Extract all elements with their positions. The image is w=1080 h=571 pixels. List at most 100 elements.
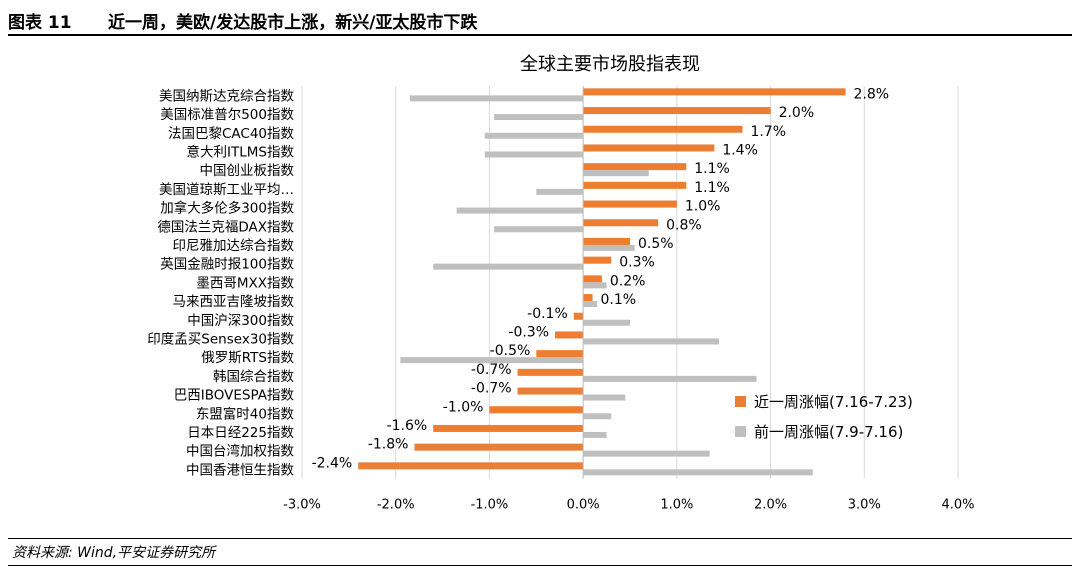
- bar-current-week: [583, 275, 602, 283]
- bar-previous-week: [536, 188, 584, 195]
- category-label: 俄罗斯RTS指数: [201, 350, 294, 366]
- data-label: 0.8%: [666, 217, 702, 233]
- bar-current-week: [517, 387, 584, 395]
- source-note: 资料来源: Wind,平安证券研究所: [12, 545, 216, 561]
- bar-current-week: [583, 237, 630, 245]
- bar-previous-week: [494, 114, 584, 121]
- category-label: 韩国综合指数: [213, 369, 294, 385]
- data-label: 0.3%: [619, 255, 655, 271]
- data-label: 2.8%: [854, 86, 890, 102]
- x-tick-label: 0.0%: [567, 498, 600, 513]
- bar-previous-week: [484, 151, 584, 158]
- data-label: -0.7%: [471, 381, 512, 397]
- bar-previous-week: [433, 263, 584, 270]
- bar-current-week: [583, 125, 743, 133]
- bar-previous-week: [583, 394, 626, 401]
- category-label: 中国创业板指数: [200, 163, 295, 179]
- bar-current-week: [583, 181, 687, 189]
- bar-previous-week: [583, 469, 813, 476]
- bar-current-week: [583, 256, 612, 264]
- x-tick-label: -1.0%: [471, 498, 509, 513]
- bar-previous-week: [583, 450, 710, 457]
- bar-current-week: [583, 107, 771, 115]
- bar-current-week: [358, 462, 584, 470]
- legend-swatch-previous: [735, 426, 746, 437]
- bar-current-week: [433, 424, 584, 432]
- category-label: 马来西亚吉隆坡指数: [173, 294, 295, 310]
- data-label: 2.0%: [779, 105, 815, 121]
- bar-current-week: [583, 88, 846, 96]
- category-label: 法国巴黎CAC40指数: [168, 126, 295, 142]
- x-tick-label: 4.0%: [941, 498, 974, 513]
- category-label: 中国台湾加权指数: [186, 443, 294, 460]
- category-label: 英国金融时报100指数: [160, 256, 294, 273]
- data-label: 1.1%: [694, 180, 730, 196]
- category-label: 巴西IBOVESPA指数: [174, 388, 295, 404]
- category-label: 美国道琼斯工业平均…: [159, 182, 294, 198]
- category-label: 印度孟买Sensex30指数: [147, 331, 294, 347]
- data-label: 1.0%: [685, 199, 721, 215]
- legend-label-current: 近一周涨幅(7.16-7.23): [754, 393, 913, 411]
- data-label: -1.8%: [368, 437, 409, 453]
- bar-current-week: [555, 331, 584, 339]
- x-tick-label: 1.0%: [660, 498, 693, 513]
- category-label: 加拿大多伦多300指数: [160, 200, 294, 217]
- bar-current-week: [583, 294, 593, 302]
- bar-chart: 全球主要市场股指表现 -3.0% -2.0% -1.0% 0.0% 1.0% 2.0% 3.0…: [147, 54, 974, 513]
- data-label: -1.6%: [387, 418, 428, 434]
- footer-rule-bottom: [8, 565, 1072, 566]
- bar-current-week: [489, 406, 584, 414]
- bar-current-week: [583, 144, 715, 152]
- data-label: -0.1%: [527, 306, 568, 322]
- data-label: -1.0%: [443, 399, 484, 415]
- category-label: 意大利ITLMS指数: [187, 143, 295, 160]
- data-label: 1.4%: [722, 142, 758, 158]
- bar-previous-week: [583, 375, 757, 382]
- bar-previous-week: [583, 338, 720, 345]
- data-label: 0.5%: [638, 236, 674, 252]
- x-tick-label: -2.0%: [377, 498, 415, 513]
- footer-rule: [8, 538, 1072, 539]
- category-label: 中国香港恒生指数: [186, 462, 294, 478]
- data-label: -0.7%: [471, 362, 512, 378]
- bar-previous-week: [583, 413, 612, 420]
- data-label: 0.2%: [610, 273, 646, 289]
- figure-header: 图表 11 近一周，美欧/发达股市上涨，新兴/亚太股市下跌: [8, 6, 1072, 36]
- bar-current-week: [517, 368, 584, 376]
- chart-title: 全球主要市场股指表现: [520, 54, 700, 75]
- category-label: 美国纳斯达克综合指数: [159, 88, 294, 104]
- legend-swatch-current: [735, 396, 746, 407]
- bar-current-week: [583, 219, 659, 227]
- bar-previous-week: [583, 431, 607, 438]
- category-label: 中国沪深300指数: [187, 313, 294, 329]
- x-tick-label: 2.0%: [754, 498, 787, 513]
- bar-previous-week: [583, 170, 649, 177]
- bar-previous-week: [400, 357, 584, 364]
- header-rule: [8, 34, 1072, 36]
- category-label: 东盟富时40指数: [196, 405, 295, 422]
- legend-label-previous: 前一周涨幅(7.9-7.16): [754, 423, 903, 441]
- data-label: 1.1%: [694, 161, 730, 177]
- bar-previous-week: [409, 95, 584, 102]
- x-tick-label: 3.0%: [848, 498, 881, 513]
- data-label: -0.5%: [490, 343, 531, 359]
- bar-current-week: [414, 443, 584, 451]
- figure-title: 近一周，美欧/发达股市上涨，新兴/亚太股市下跌: [108, 13, 478, 33]
- category-label: 德国法兰克福DAX指数: [157, 219, 294, 235]
- data-label: 0.1%: [601, 292, 637, 308]
- bar-previous-week: [583, 282, 607, 289]
- bar-previous-week: [456, 207, 584, 214]
- category-label: 日本日经225指数: [187, 425, 294, 441]
- bar-previous-week: [484, 132, 584, 139]
- data-label: -2.4%: [312, 455, 353, 471]
- bar-current-week: [583, 200, 677, 208]
- bar-previous-week: [583, 319, 630, 326]
- category-label: 墨西哥MXX指数: [196, 275, 294, 291]
- x-tick-label: -3.0%: [283, 498, 321, 513]
- bar-current-week: [536, 350, 584, 358]
- data-label: 1.7%: [750, 124, 786, 140]
- figure-number: 图表 11: [8, 13, 72, 33]
- bar-current-week: [583, 163, 687, 171]
- category-label: 印尼雅加达综合指数: [173, 238, 295, 254]
- category-label: 美国标准普尔500指数: [160, 107, 294, 123]
